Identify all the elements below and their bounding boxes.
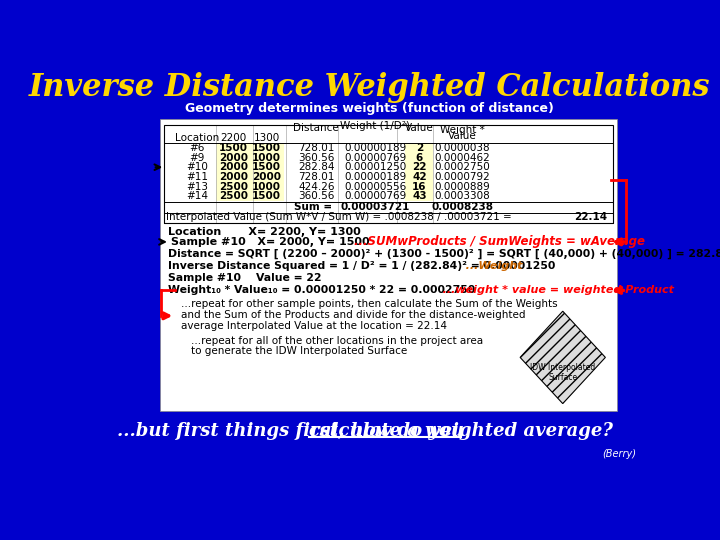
Bar [216, 162, 251, 172]
Text: 282.84: 282.84 [298, 162, 335, 172]
Text: #10: #10 [186, 162, 208, 172]
Text: ...repeat for all of the other locations in the project area: ...repeat for all of the other locations… [191, 336, 483, 346]
Text: #9: #9 [189, 153, 204, 163]
Text: 424.26: 424.26 [298, 182, 335, 192]
Text: Sum =: Sum = [294, 202, 332, 212]
Text: 6: 6 [415, 153, 423, 163]
Bar [405, 182, 433, 192]
Text: 0.0000889: 0.0000889 [434, 182, 490, 192]
Text: 0.0000462: 0.0000462 [434, 153, 490, 163]
Text: Weight₁₀ * Value₁₀ = 0.00001250 * 22 = 0.0002750: Weight₁₀ * Value₁₀ = 0.00001250 * 22 = 0… [168, 286, 474, 295]
Text: Weight *: Weight * [440, 125, 485, 135]
Bar [216, 172, 251, 182]
Text: 0.00000556: 0.00000556 [344, 182, 406, 192]
Bar [250, 192, 284, 201]
Text: 0.00003721: 0.00003721 [341, 202, 410, 212]
Text: Location: Location [175, 133, 219, 143]
Text: 1500: 1500 [252, 143, 282, 153]
Text: ...weight * value = weighted Product: ...weight * value = weighted Product [431, 286, 674, 295]
Polygon shape [520, 311, 606, 403]
Text: #14: #14 [186, 192, 208, 201]
Text: 1000: 1000 [252, 182, 282, 192]
Text: 43: 43 [412, 192, 427, 201]
Text: 0.00000189: 0.00000189 [344, 143, 406, 153]
Text: 2500: 2500 [219, 192, 248, 201]
Text: 2000: 2000 [252, 172, 282, 182]
Text: Inverse Distance Weighted Calculations: Inverse Distance Weighted Calculations [28, 72, 710, 103]
Text: 2000: 2000 [219, 172, 248, 182]
Text: 16: 16 [412, 182, 427, 192]
Text: Geometry determines weights (function of distance): Geometry determines weights (function of… [184, 102, 554, 115]
Text: Sample #10   X= 2000, Y= 1500: Sample #10 X= 2000, Y= 1500 [171, 237, 370, 247]
Text: ...Weight: ...Weight [454, 261, 523, 271]
Text: #6: #6 [189, 143, 204, 153]
Text: Value: Value [448, 131, 477, 141]
Text: Weight (1/D²): Weight (1/D²) [341, 122, 410, 131]
Text: 1000: 1000 [252, 153, 282, 163]
Bar [250, 153, 284, 163]
Bar [216, 182, 251, 192]
Bar [405, 153, 433, 163]
Bar [250, 182, 284, 192]
Text: 360.56: 360.56 [298, 153, 335, 163]
Text: 360.56: 360.56 [298, 192, 335, 201]
Text: 0.0000792: 0.0000792 [434, 172, 490, 182]
Text: Value: Value [405, 123, 433, 133]
Bar [405, 172, 433, 182]
Text: ...SUMwProducts / SumWeights = wAverage: ...SUMwProducts / SumWeights = wAverage [354, 235, 644, 248]
Bar [250, 143, 284, 153]
Bar [163, 125, 613, 222]
Text: 22: 22 [412, 162, 427, 172]
Text: ...but first things first, how do you: ...but first things first, how do you [117, 422, 470, 440]
Text: 1500: 1500 [219, 143, 248, 153]
Text: Location       X= 2200, Y= 1300: Location X= 2200, Y= 1300 [168, 227, 360, 237]
Text: (Berry): (Berry) [603, 449, 636, 458]
Text: 1300: 1300 [253, 133, 280, 143]
Text: 22.14: 22.14 [574, 212, 607, 222]
Text: 728.01: 728.01 [298, 172, 335, 182]
Bar [405, 162, 433, 172]
Text: 2: 2 [415, 143, 423, 153]
Text: 0.00000769: 0.00000769 [344, 153, 406, 163]
Text: ...repeat for other sample points, then calculate the Sum of the Weights: ...repeat for other sample points, then … [181, 299, 558, 309]
Text: Distance: Distance [294, 123, 339, 133]
Text: calculate a weighted average?: calculate a weighted average? [309, 422, 613, 440]
Bar [405, 192, 433, 201]
Bar [250, 172, 284, 182]
Bar [160, 119, 617, 411]
Text: 42: 42 [412, 172, 427, 182]
Text: to generate the IDW Interpolated Surface: to generate the IDW Interpolated Surface [191, 346, 407, 356]
Text: 2000: 2000 [219, 153, 248, 163]
Text: Distance = SQRT [ (2200 – 2000)² + (1300 - 1500)² ] = SQRT [ (40,000) + (40,000): Distance = SQRT [ (2200 – 2000)² + (1300… [168, 248, 720, 259]
Text: 0.0008238: 0.0008238 [431, 202, 493, 212]
Text: IDW Interpolated
Surface: IDW Interpolated Surface [530, 363, 595, 382]
Text: 728.01: 728.01 [298, 143, 335, 153]
Text: 0.00000769: 0.00000769 [344, 192, 406, 201]
Text: 2000: 2000 [219, 162, 248, 172]
Bar [216, 143, 251, 153]
Text: 0.00001250: 0.00001250 [344, 162, 406, 172]
Text: Inverse Distance Squared = 1 / D² = 1 / (282.84)² = 0.00001250: Inverse Distance Squared = 1 / D² = 1 / … [168, 261, 555, 271]
Text: 1500: 1500 [252, 162, 282, 172]
Bar [216, 192, 251, 201]
Text: 1500: 1500 [252, 192, 282, 201]
Text: 0.00000189: 0.00000189 [344, 172, 406, 182]
Bar [175, 296, 508, 403]
Text: Sample #10    Value = 22: Sample #10 Value = 22 [168, 273, 321, 283]
Bar [216, 153, 251, 163]
Bar [405, 143, 433, 153]
Text: average Interpolated Value at the location = 22.14: average Interpolated Value at the locati… [181, 321, 447, 331]
Text: #11: #11 [186, 172, 208, 182]
Bar [250, 162, 284, 172]
Text: 2200: 2200 [220, 133, 246, 143]
Text: #13: #13 [186, 182, 208, 192]
Text: 0.0003308: 0.0003308 [434, 192, 490, 201]
Text: and the Sum of the Products and divide for the distance-weighted: and the Sum of the Products and divide f… [181, 310, 526, 320]
Text: 0.0002750: 0.0002750 [434, 162, 490, 172]
Text: 0.0000038: 0.0000038 [434, 143, 490, 153]
Text: 2500: 2500 [219, 182, 248, 192]
Text: Interpolated Value (Sum W*V / Sum W) = .0008238 / .00003721 =: Interpolated Value (Sum W*V / Sum W) = .… [166, 212, 512, 222]
